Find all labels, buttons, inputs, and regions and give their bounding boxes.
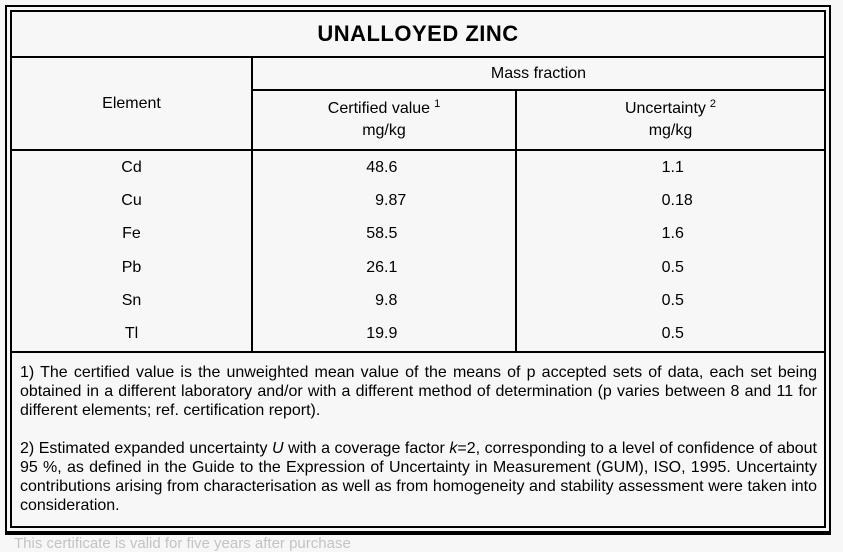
uncertainty-cell: 0.18 [515,184,824,218]
footnote-1-reference: 1 [434,97,441,110]
element-cell: Fe [122,225,141,243]
uncertainty-column-header: Uncertainty 2 mg/kg [515,91,824,149]
uncertainty-unit: mg/kg [648,122,693,139]
footnote-2: 2) Estimated expanded uncertainty U with… [20,439,817,514]
certified-value-cell: 9.87 [251,184,515,218]
certified-value-label: Certified value 1 [327,97,441,117]
mass-fraction-group-header: Mass fraction [251,58,824,91]
element-cell: Tl [124,325,139,343]
footnote-2-reference: 2 [709,97,717,110]
uncertainty-symbol: U [272,439,284,457]
table-title: UNALLOYED ZINC [12,12,824,58]
certified-value-cell: 19.9 [251,317,515,351]
element-cell: Cu [121,191,142,209]
element-cell: Cd [121,158,142,176]
element-cell: Sn [121,291,142,309]
uncertainty-cell: 0.5 [515,250,824,285]
certified-value-unit: mg/kg [362,122,406,139]
uncertainty-cell: 0.5 [515,317,824,351]
footnote-1: 1) The certified value is the unweighted… [20,363,817,419]
table-frame: UNALLOYED ZINC Element Mass fraction Cer… [10,10,826,528]
certificate-table: UNALLOYED ZINC Element Mass fraction Cer… [5,5,831,535]
footnotes-section: 1) The certified value is the unweighted… [12,353,824,526]
uncertainty-cell: 1.1 [515,151,824,185]
uncertainty-cell: 1.6 [515,217,824,251]
certified-value-cell: 26.1 [251,250,515,285]
uncertainty-cell: 0.5 [515,284,824,318]
element-cell: Pb [121,258,142,276]
table-body: Cd 48.6 1.1 Cu 9.87 0.18 Fe 58.5 1.6 Pb … [12,151,824,353]
certified-value-cell: 48.6 [251,151,515,185]
clipped-validity-note: This certificate is valid for five years… [14,535,351,552]
element-column-header: Element [102,94,161,112]
coverage-factor-symbol: k [449,439,458,457]
table-header: Element Mass fraction Certified value 1 m… [12,58,824,151]
uncertainty-label: Uncertainty 2 [624,97,717,117]
certified-value-column-header: Certified value 1 mg/kg [251,91,515,149]
certified-value-cell: 58.5 [251,217,515,251]
certified-value-cell: 9.8 [251,284,515,318]
